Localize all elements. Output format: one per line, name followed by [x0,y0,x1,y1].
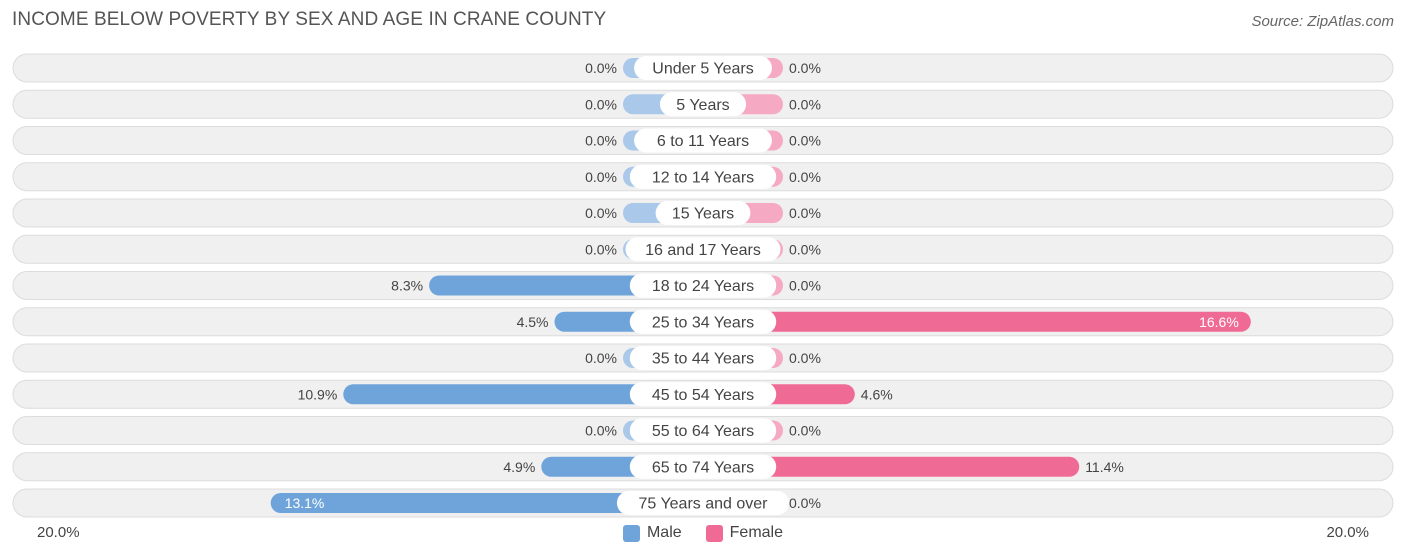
data-label-female: 0.0% [789,241,821,257]
category-label: 15 Years [672,206,734,223]
category-label: 25 to 34 Years [652,314,754,331]
data-label-male: 10.9% [298,386,338,402]
category-label-bg [629,164,777,189]
chart-area: 0.0% 0.0% Under 5 Years 0.0% 0.0% 5 Years 0.0%… [12,53,1394,518]
category-label: 16 and 17 Years [645,242,761,259]
data-label-female: 0.0% [789,423,821,439]
bar-male [270,493,703,513]
category-label-bg [659,92,747,117]
category-label: 45 to 54 Years [652,387,754,404]
category-label: Under 5 Years [652,61,753,78]
data-label-male: 4.5% [517,314,549,330]
category-label: 18 to 24 Years [652,278,754,295]
data-label-female: 16.6% [1199,314,1239,330]
axis-left-label: 20.0% [37,524,80,541]
category-label: 5 Years [676,97,729,114]
category-label: 35 to 44 Years [652,351,754,368]
data-label-male: 0.0% [585,96,617,112]
legend-swatch-male [622,524,640,542]
data-label-male: 0.0% [585,169,617,185]
legend-item-male[interactable]: Male [622,524,682,542]
data-label-female: 4.6% [861,386,893,402]
data-label-male: 0.0% [585,241,617,257]
data-label-male: 8.3% [391,278,423,294]
bar-male [343,384,703,405]
bar-female [703,456,1080,477]
category-label-bg [655,201,751,225]
data-label-male: 0.0% [585,350,617,366]
data-label-male: 0.0% [585,423,617,439]
data-label-male: 0.0% [585,205,617,221]
axis-right-label: 20.0% [1326,524,1369,541]
data-label-male: 4.9% [503,459,535,475]
chart-title: INCOME BELOW POVERTY BY SEX AND AGE IN C… [12,9,607,30]
category-label: 75 Years and over [639,496,769,513]
category-label-bg [629,309,777,334]
data-label-male: 13.1% [285,495,325,511]
data-label-female: 0.0% [789,495,821,511]
legend: Male Female [0,522,1406,544]
category-label-bg [616,491,790,515]
category-label-bg [629,273,777,298]
data-label-female: 11.4% [1085,459,1124,475]
category-label-bg [634,128,772,153]
legend-label-male: Male [646,524,682,541]
data-label-male: 0.0% [585,60,617,76]
bar-female [703,311,1251,332]
category-label: 65 to 74 Years [652,459,754,476]
legend-label-female: Female [729,524,784,541]
category-label-bg [629,418,777,443]
category-label-bg [634,56,772,80]
source-label: Source: ZipAtlas.com [1251,13,1394,30]
data-label-female: 0.0% [789,133,821,149]
data-label-female: 0.0% [789,169,821,185]
data-label-female: 0.0% [789,205,821,221]
category-label-bg [629,454,777,479]
category-label-bg [629,346,777,370]
category-label: 12 to 14 Years [652,169,754,186]
category-label-bg [629,382,777,407]
data-label-female: 0.0% [789,96,821,112]
legend-swatch-female [705,524,723,542]
data-label-female: 0.0% [789,60,821,76]
category-label: 6 to 11 Years [657,133,749,150]
data-label-female: 0.0% [789,278,821,294]
data-label-female: 0.0% [789,350,821,366]
category-label-bg [625,237,781,262]
data-label-male: 0.0% [585,133,617,149]
category-label: 55 to 64 Years [652,423,754,440]
legend-item-female[interactable]: Female [705,524,784,542]
